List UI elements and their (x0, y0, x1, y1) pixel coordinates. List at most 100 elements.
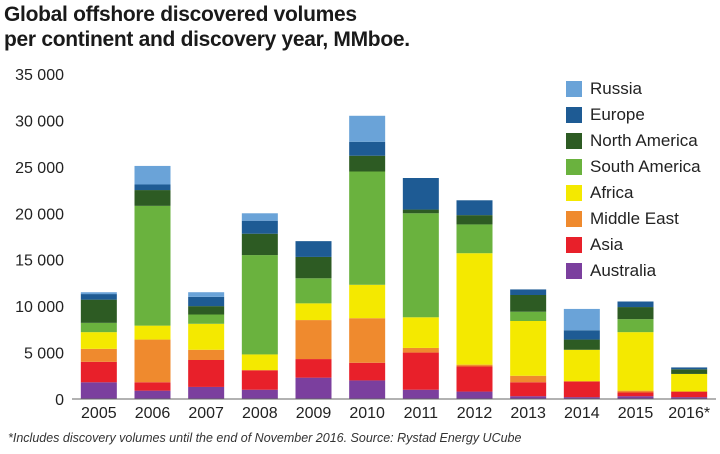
legend-label: Russia (590, 79, 642, 98)
legend-label: Africa (590, 183, 634, 202)
legend-swatch (566, 133, 582, 149)
bar-segment-russia (188, 292, 225, 297)
bar-segment-asia (241, 370, 278, 390)
bar-segment-asia (402, 352, 439, 390)
bar-segment-africa (563, 349, 600, 382)
legend-swatch (566, 263, 582, 279)
bar-segment-europe (188, 296, 225, 307)
bar-segment-russia (241, 213, 278, 221)
legend-label: Australia (590, 261, 657, 280)
bar-segment-middle-east (349, 318, 386, 363)
y-tick-label: 10 000 (15, 299, 64, 316)
bar-segment-north-america (134, 190, 171, 206)
bar-segment-europe (617, 301, 654, 308)
bar-segment-asia (80, 361, 117, 383)
legend-item-europe: Europe (566, 102, 701, 128)
bar-segment-middle-east (80, 348, 117, 362)
legend-swatch (566, 185, 582, 201)
bar-segment-australia (671, 397, 708, 399)
bar-segment-africa (80, 332, 117, 349)
bar-segment-europe (456, 200, 493, 216)
bar-segment-africa (188, 323, 225, 350)
bar-segment-australia (510, 396, 547, 399)
bar-segment-africa (510, 321, 547, 376)
bar-segment-south-america (134, 205, 171, 326)
bar-segment-north-america (241, 233, 278, 256)
bar-segment-middle-east (188, 349, 225, 360)
y-tick-label: 20 000 (15, 206, 64, 223)
bar-segment-south-america (456, 224, 493, 254)
y-tick-label: 0 (55, 392, 64, 409)
chart-legend: Russia Europe North America South America Af… (566, 76, 701, 284)
bar-segment-africa (617, 332, 654, 391)
bar-segment-australia (295, 377, 332, 399)
legend-swatch (566, 159, 582, 175)
x-tick-label: 2005 (81, 405, 117, 422)
bar-segment-asia (295, 359, 332, 378)
bar-segment-africa (349, 284, 386, 319)
legend-label: South America (590, 157, 701, 176)
bar-segment-europe (241, 220, 278, 234)
legend-swatch (566, 237, 582, 253)
chart-title: Global offshore discovered volumes per c… (4, 2, 410, 52)
x-tick-label: 2015 (618, 405, 654, 422)
bar-segment-australia (80, 382, 117, 399)
bar-segment-north-america (188, 306, 225, 315)
bar-segment-africa (241, 354, 278, 371)
bar-segment-asia (134, 382, 171, 391)
x-tick-label: 2014 (564, 405, 600, 422)
bar-segment-asia (671, 391, 708, 398)
bar-segment-australia (563, 397, 600, 399)
bar-segment-europe (134, 184, 171, 191)
x-tick-label: 2010 (349, 405, 385, 422)
bar-segment-south-america (617, 319, 654, 333)
y-tick-label: 30 000 (15, 113, 64, 130)
bar-segment-north-america (510, 295, 547, 312)
legend-item-australia: Australia (566, 258, 701, 284)
x-tick-label: 2007 (188, 405, 224, 422)
bar-segment-middle-east (510, 375, 547, 383)
bar-segment-africa (671, 373, 708, 392)
bar-segment-north-america (671, 369, 708, 374)
legend-swatch (566, 107, 582, 123)
bar-segment-south-america (241, 255, 278, 355)
bar-segment-asia (349, 362, 386, 381)
bar-segment-australia (134, 390, 171, 399)
bar-segment-europe (80, 294, 117, 300)
y-tick-label: 25 000 (15, 160, 64, 177)
bar-segment-north-america (617, 307, 654, 320)
bar-segment-north-america (80, 299, 117, 323)
bar-segment-africa (295, 303, 332, 321)
legend-item-asia: Asia (566, 232, 701, 258)
legend-swatch (566, 211, 582, 227)
bar-segment-asia (188, 360, 225, 387)
legend-swatch (566, 81, 582, 97)
bar-segment-south-america (402, 213, 439, 318)
bar-segment-asia (510, 382, 547, 397)
bar-segment-europe (402, 178, 439, 210)
chart-title-line-2: per continent and discovery year, MMboe. (4, 28, 410, 51)
bar-segment-asia (563, 381, 600, 398)
bar-segment-south-america (510, 311, 547, 321)
chart-footnote: *Includes discovery volumes until the en… (8, 431, 522, 445)
bar-segment-middle-east (134, 339, 171, 383)
legend-label: Asia (590, 235, 624, 254)
bar-segment-asia (456, 366, 493, 392)
bar-segment-australia (349, 380, 386, 399)
x-tick-label: 2006 (135, 405, 171, 422)
bar-segment-europe (671, 367, 708, 370)
legend-item-russia: Russia (566, 76, 701, 102)
legend-item-africa: Africa (566, 180, 701, 206)
x-tick-label: 2013 (510, 405, 546, 422)
bar-segment-europe (510, 289, 547, 295)
bar-segment-north-america (402, 209, 439, 214)
x-tick-label: 2012 (457, 405, 493, 422)
bar-segment-middle-east (456, 364, 493, 367)
bar-segment-africa (402, 317, 439, 348)
chart-title-line-1: Global offshore discovered volumes (4, 3, 357, 26)
bar-segment-africa (134, 325, 171, 340)
bar-segment-europe (563, 330, 600, 340)
legend-label: North America (590, 131, 698, 150)
bar-segment-north-america (456, 215, 493, 225)
